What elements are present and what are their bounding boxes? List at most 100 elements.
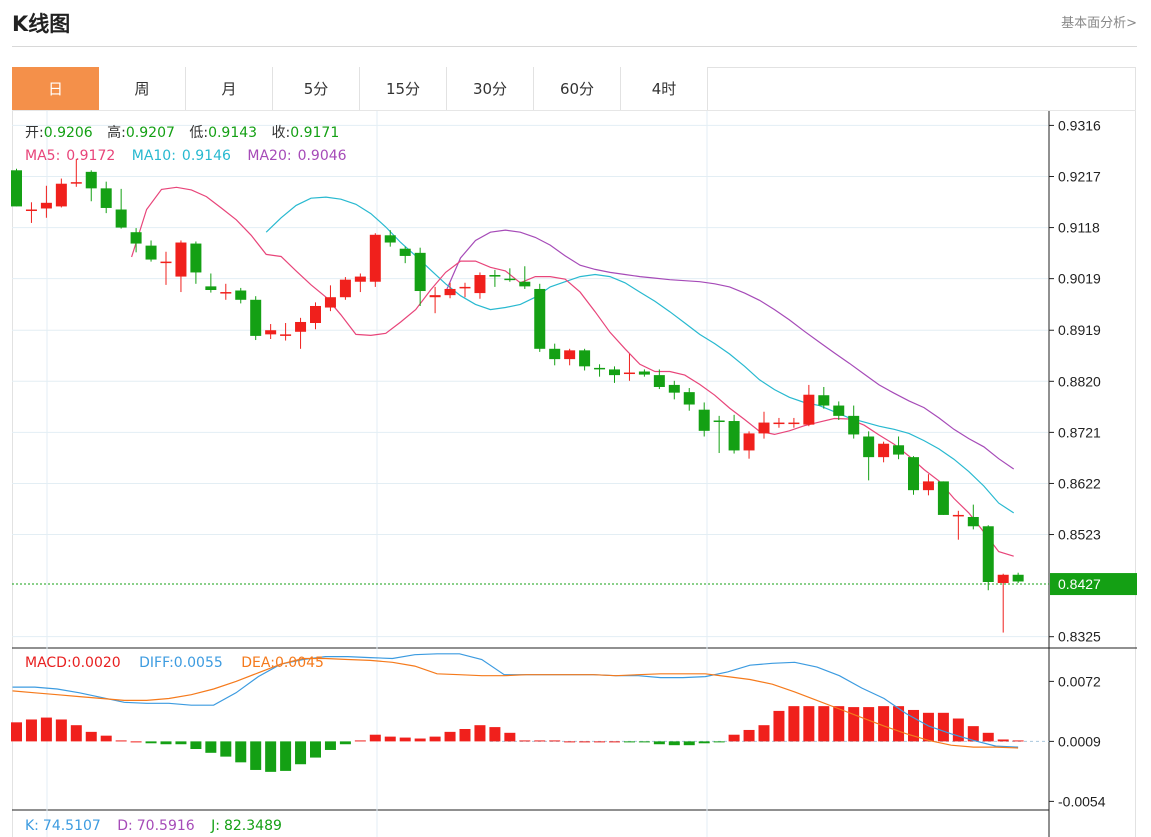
candle-body	[519, 281, 531, 287]
candle	[863, 431, 875, 481]
price-tick-label: 0.9316	[1058, 117, 1101, 133]
candle-body	[130, 232, 142, 244]
macd-bar	[369, 734, 381, 742]
candle	[743, 431, 755, 459]
candle	[937, 481, 949, 515]
price-tick-label: 0.9118	[1058, 220, 1100, 236]
candle	[100, 181, 112, 214]
candle-body	[818, 395, 830, 406]
candle-body	[713, 420, 725, 423]
dea-label: DEA:	[241, 655, 275, 671]
tab-month[interactable]: 月	[186, 67, 273, 111]
chart-frame	[12, 111, 1137, 837]
candle-body	[653, 375, 665, 387]
macd-axis: 0.0072 0.0009 -0.0054	[490, 673, 1106, 809]
price-tick-label: 0.8721	[1058, 424, 1101, 440]
macd-bar	[25, 719, 37, 742]
candle-body	[100, 188, 112, 208]
macd-bar	[803, 706, 815, 742]
candle	[758, 411, 770, 439]
candle	[324, 285, 336, 312]
candle	[310, 302, 321, 330]
candle	[55, 178, 67, 208]
low-value: 0.9143	[208, 125, 257, 141]
candle	[594, 364, 606, 377]
ma5-label: MA5:	[25, 148, 60, 164]
tab-15min[interactable]: 15分	[360, 67, 447, 111]
candle	[922, 474, 934, 496]
macd-row: MACD:0.0020 DIFF:0.0055 DEA:0.0045	[25, 655, 324, 671]
timeframe-tabs: 日 周 月 5分 15分 30分 60分 4时	[12, 67, 708, 111]
ma10-value: 0.9146	[182, 148, 231, 164]
tab-4hour[interactable]: 4时	[621, 67, 708, 111]
candle	[773, 417, 785, 428]
macd-bar	[937, 712, 949, 742]
candle-body	[190, 243, 202, 273]
candle	[728, 414, 740, 454]
macd-bar	[474, 725, 486, 742]
dea-value: 0.0045	[275, 655, 324, 671]
candle	[369, 233, 381, 287]
candle	[609, 366, 620, 383]
dea-path	[12, 657, 1019, 749]
candle	[429, 286, 441, 314]
candle	[952, 510, 964, 540]
candle-body	[175, 242, 187, 277]
diff-value: 0.0055	[174, 655, 223, 671]
macd-bar	[997, 739, 1009, 742]
candle	[534, 283, 546, 352]
candle	[818, 386, 830, 409]
candle	[295, 317, 307, 349]
candle	[40, 185, 52, 218]
candle	[70, 158, 82, 187]
candle-body	[310, 305, 321, 324]
macd-bar	[534, 740, 546, 742]
candle-body	[414, 252, 426, 292]
candle-body	[728, 421, 740, 451]
candle	[11, 168, 22, 207]
macd-bar	[728, 734, 740, 742]
candle-body	[579, 350, 591, 367]
macd-value: 0.0020	[72, 655, 121, 671]
candle	[190, 241, 202, 284]
tab-60min[interactable]: 60分	[534, 67, 621, 111]
tab-day[interactable]: 日	[12, 67, 99, 111]
candle-body	[250, 299, 262, 336]
candle	[579, 348, 591, 371]
macd-bar	[160, 741, 172, 745]
macd-tick-label: -0.0054	[1058, 793, 1106, 809]
candle	[160, 251, 172, 285]
macd-bar	[414, 738, 426, 742]
tab-week[interactable]: 周	[99, 67, 186, 111]
candle-body	[444, 288, 456, 296]
candle	[265, 324, 277, 340]
candle	[399, 246, 411, 264]
macd-bar	[579, 741, 591, 743]
macd-bar	[100, 735, 112, 742]
price-tick-label: 0.8820	[1058, 373, 1101, 389]
candle	[25, 202, 37, 223]
candle-body	[295, 321, 307, 332]
macd-bar	[145, 741, 157, 744]
candle-body	[354, 276, 366, 282]
tab-5min[interactable]: 5分	[273, 67, 360, 111]
candle-body	[683, 392, 695, 405]
macd-bar	[250, 741, 262, 770]
ma20-value: 0.9046	[298, 148, 347, 164]
candle	[175, 240, 187, 293]
macd-bar	[623, 741, 635, 743]
dea-line	[12, 657, 1019, 749]
candle-body	[55, 183, 67, 207]
candle	[698, 402, 710, 437]
candle-body	[504, 278, 516, 281]
candle	[653, 369, 665, 390]
candle-body	[594, 367, 606, 370]
fundamental-analysis-link[interactable]: 基本面分析>	[1061, 16, 1137, 31]
macd-bar	[205, 741, 217, 753]
candle	[145, 240, 157, 262]
tab-30min[interactable]: 30分	[447, 67, 534, 111]
candle-body	[324, 297, 336, 308]
candle-body	[369, 234, 381, 282]
candle-body	[40, 202, 52, 209]
